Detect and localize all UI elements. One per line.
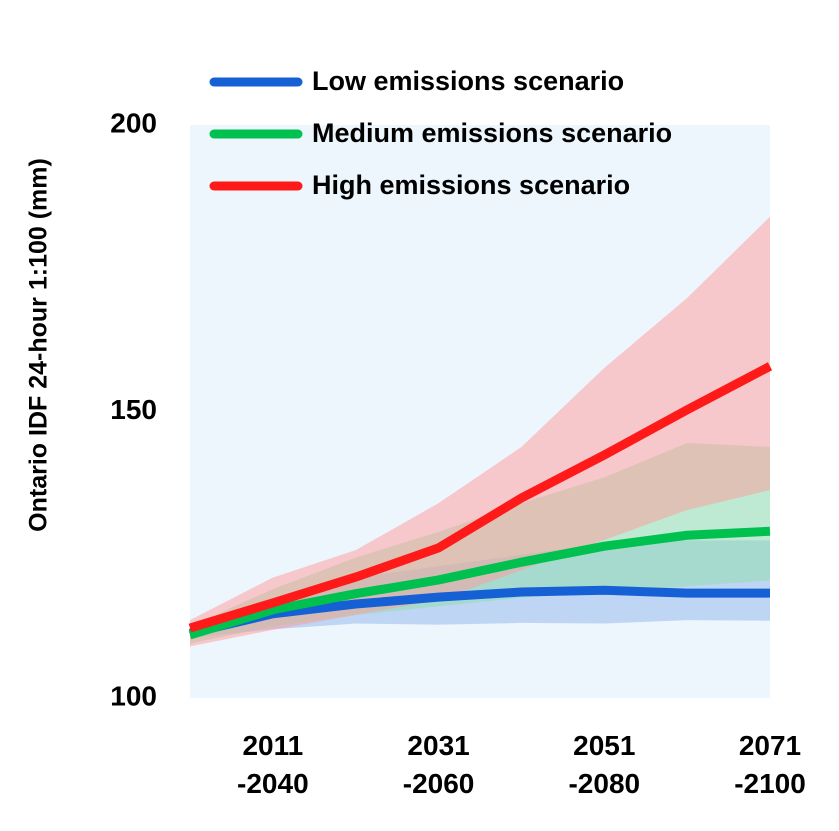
x-tick-label: 2031 -2060 xyxy=(403,730,475,799)
legend-label: Medium emissions scenario xyxy=(312,118,672,148)
y-axis-label: Ontario IDF 24-hour 1:100 (mm) xyxy=(25,158,53,532)
x-tick-label: 2051 -2080 xyxy=(568,730,640,799)
x-tick-label: 2011 -2040 xyxy=(237,730,309,799)
legend-label: High emissions scenario xyxy=(312,170,630,200)
series-line xyxy=(188,362,773,633)
y-tick-label: 100 xyxy=(110,680,157,711)
legend-label: Low emissions scenario xyxy=(312,66,624,96)
y-tick-label: 200 xyxy=(110,107,157,138)
x-tick-label: 2071 -2100 xyxy=(734,730,806,799)
series-line xyxy=(188,585,770,638)
series-line xyxy=(188,526,771,640)
y-tick-label: 150 xyxy=(110,394,157,425)
